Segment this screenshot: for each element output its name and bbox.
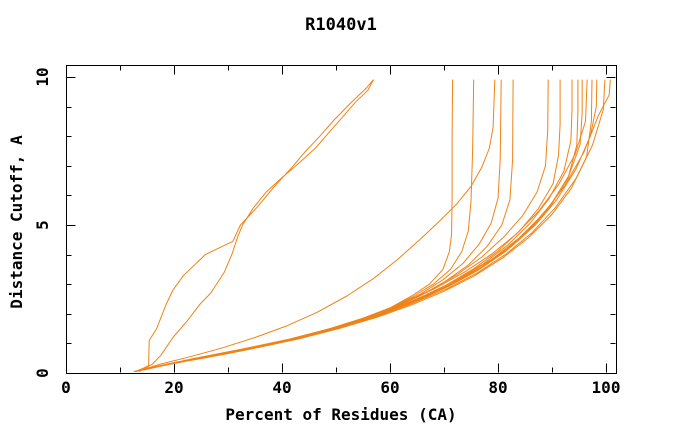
series-group: [133, 79, 611, 372]
tick-labels-group: 0 20 40 60 80 100 0 5 10: [33, 67, 620, 397]
x-tick-label: 0: [61, 378, 71, 397]
model-curve: [135, 79, 496, 372]
model-curve: [136, 79, 561, 372]
x-tick-label: 20: [164, 378, 183, 397]
x-tick-label: 100: [592, 378, 621, 397]
model-curve: [141, 79, 454, 371]
model-curve: [140, 79, 514, 371]
y-tick-label: 0: [33, 368, 52, 378]
model-curve: [138, 79, 583, 372]
y-tick-label: 10: [33, 67, 52, 86]
model-curve: [142, 79, 573, 371]
model-curve: [145, 79, 588, 370]
x-tick-label: 80: [488, 378, 507, 397]
x-tick-label: 60: [380, 378, 399, 397]
model-curve: [143, 79, 611, 371]
y-tick-label: 5: [33, 220, 52, 230]
plot-border: [66, 65, 617, 374]
x-axis-label: Percent of Residues (CA): [225, 405, 456, 424]
model-curve: [137, 79, 579, 372]
model-curve: [138, 79, 374, 372]
axes-group: [66, 65, 617, 374]
model-curve: [134, 79, 374, 372]
chart-title: R1040v1: [305, 15, 377, 35]
model-curve: [137, 79, 475, 372]
model-curve: [143, 79, 502, 371]
x-tick-label: 40: [272, 378, 291, 397]
y-axis-label: Distance Cutoff, A: [7, 135, 26, 309]
